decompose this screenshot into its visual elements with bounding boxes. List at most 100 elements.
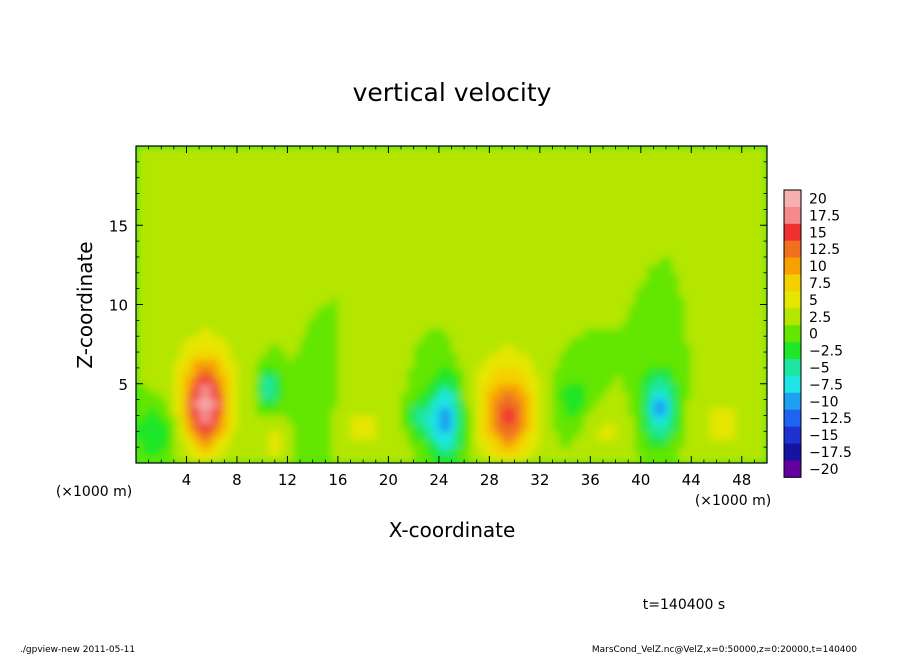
heatmap-cell <box>666 359 673 369</box>
heatmap-cell <box>249 359 257 369</box>
heatmap-cell <box>199 359 207 369</box>
heatmap-cell <box>255 177 263 187</box>
colorbar-swatch <box>784 308 801 326</box>
heatmap-cell <box>268 217 276 226</box>
heatmap-cell <box>249 169 257 179</box>
heatmap-cell <box>136 153 143 163</box>
heatmap-cell <box>609 367 617 377</box>
heatmap-cell <box>584 153 591 163</box>
heatmap-cell <box>236 217 244 226</box>
heatmap-cell <box>495 280 503 290</box>
heatmap-cell <box>615 201 623 210</box>
heatmap-cell <box>419 383 427 393</box>
heatmap-cell <box>602 407 610 417</box>
heatmap-cell <box>565 185 572 195</box>
heatmap-cell <box>565 225 572 234</box>
heatmap-cell <box>255 431 263 440</box>
heatmap-cell <box>136 225 143 234</box>
heatmap-cell <box>666 455 673 463</box>
heatmap-cell <box>186 320 194 329</box>
heatmap-cell <box>546 407 554 417</box>
heatmap-cell <box>584 161 591 171</box>
heatmap-cell <box>495 153 503 163</box>
heatmap-cell <box>236 359 244 369</box>
heatmap-cell <box>741 415 749 424</box>
heatmap-cell <box>590 249 598 258</box>
heatmap-cell <box>691 439 699 448</box>
heatmap-cell <box>729 399 737 409</box>
heatmap-cell <box>697 272 705 282</box>
heatmap-cell <box>520 352 528 361</box>
heatmap-cell <box>350 201 358 210</box>
heatmap-cell <box>514 320 522 329</box>
heatmap-cell <box>445 161 453 171</box>
heatmap-cell <box>356 256 364 266</box>
heatmap-cell <box>199 344 207 353</box>
heatmap-cell <box>438 423 446 432</box>
colorbar-label: −12.5 <box>809 411 852 427</box>
heatmap-cell <box>344 344 352 353</box>
heatmap-cell <box>192 209 200 218</box>
heatmap-cell <box>741 296 749 306</box>
heatmap-cell <box>489 233 497 242</box>
heatmap-cell <box>520 272 528 282</box>
heatmap-cell <box>199 304 207 314</box>
heatmap-cell <box>483 352 490 361</box>
heatmap-cell <box>546 225 554 234</box>
heatmap-cell <box>741 391 749 401</box>
heatmap-cell <box>640 225 648 234</box>
heatmap-cell <box>287 296 295 306</box>
heatmap-cell <box>684 312 692 321</box>
heatmap-cell <box>356 312 364 321</box>
heatmap-cell <box>508 375 516 385</box>
heatmap-cell <box>722 399 730 409</box>
heatmap-cell <box>192 280 200 290</box>
heatmap-cell <box>571 233 579 242</box>
heatmap-cell <box>470 241 478 250</box>
heatmap-cell <box>691 431 699 440</box>
heatmap-cell <box>659 280 667 290</box>
heatmap-cell <box>218 423 225 432</box>
heatmap-cell <box>754 233 762 242</box>
heatmap-cell <box>388 375 396 385</box>
heatmap-cell <box>388 431 396 440</box>
heatmap-cell <box>268 296 276 306</box>
heatmap-cell <box>527 288 535 298</box>
heatmap-cell <box>546 209 554 218</box>
heatmap-cell <box>546 423 554 432</box>
heatmap-cell <box>161 256 169 266</box>
heatmap-cell <box>584 391 591 401</box>
heatmap-cell <box>716 209 724 218</box>
heatmap-cell <box>142 352 150 361</box>
heatmap-cell <box>741 328 749 337</box>
heatmap-cell <box>621 296 629 306</box>
heatmap-cell <box>489 288 497 298</box>
heatmap-cell <box>659 391 667 401</box>
heatmap-cell <box>634 241 642 250</box>
heatmap-cell <box>552 256 560 266</box>
heatmap-cell <box>634 415 642 424</box>
heatmap-cell <box>318 161 326 171</box>
heatmap-cell <box>520 336 528 345</box>
heatmap-cell <box>432 169 440 179</box>
heatmap-cell <box>640 455 648 463</box>
heatmap-cell <box>520 423 528 432</box>
heatmap-cell <box>647 146 655 155</box>
heatmap-cell <box>268 161 276 171</box>
heatmap-cell <box>407 328 415 337</box>
heatmap-cell <box>508 344 516 353</box>
heatmap-cell <box>142 161 150 171</box>
heatmap-cell <box>634 185 642 195</box>
heatmap-cell <box>653 375 661 385</box>
heatmap-cell <box>602 272 610 282</box>
heatmap-cell <box>312 161 320 171</box>
heatmap-cell <box>262 177 270 187</box>
heatmap-cell <box>363 399 371 409</box>
heatmap-cell <box>672 431 680 440</box>
heatmap-cell <box>716 249 724 258</box>
heatmap-cell <box>274 447 282 456</box>
heatmap-cell <box>407 177 415 187</box>
heatmap-cell <box>558 328 566 337</box>
heatmap-cell <box>230 352 238 361</box>
heatmap-cell <box>615 272 623 282</box>
